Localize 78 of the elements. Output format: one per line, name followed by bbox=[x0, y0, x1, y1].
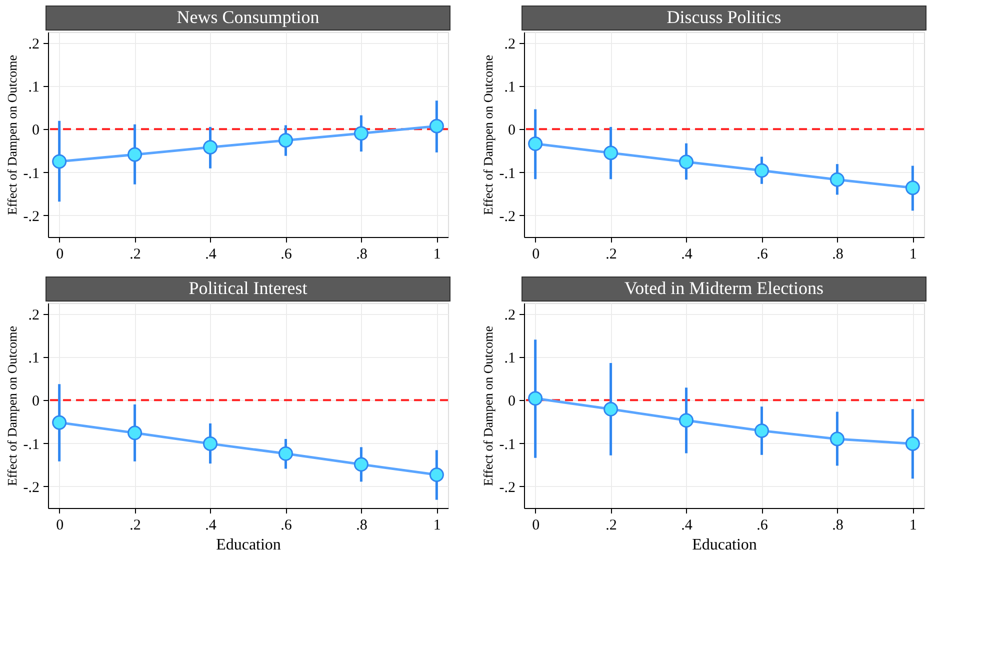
y-tick-label: -.2 bbox=[499, 208, 516, 225]
x-tick-label: 0 bbox=[532, 246, 540, 262]
y-tick-label: -.2 bbox=[23, 208, 40, 225]
point bbox=[278, 133, 294, 148]
y-tick-label: -.1 bbox=[499, 436, 516, 453]
x-tick-label: 1 bbox=[909, 246, 917, 262]
x-tick-label: .8 bbox=[356, 518, 368, 534]
y-tick-label: .1 bbox=[504, 350, 516, 366]
point bbox=[278, 446, 294, 461]
y-tick-label: 0 bbox=[32, 394, 40, 410]
point bbox=[830, 432, 844, 446]
y-tick-label: 0 bbox=[508, 394, 516, 410]
point bbox=[754, 163, 770, 178]
point bbox=[429, 118, 444, 134]
point bbox=[528, 391, 543, 406]
x-axis-title: Education bbox=[216, 536, 281, 554]
point bbox=[678, 413, 694, 428]
x-tick-label: .2 bbox=[606, 246, 617, 262]
point bbox=[52, 154, 67, 169]
x-tick-label: .6 bbox=[756, 518, 768, 534]
y-tick-label: .1 bbox=[28, 350, 40, 366]
x-tick-label: .4 bbox=[205, 518, 217, 534]
x-tick-label: .4 bbox=[205, 246, 217, 262]
y-tick-label: 0 bbox=[32, 122, 40, 139]
point bbox=[128, 147, 142, 162]
point bbox=[202, 436, 218, 451]
y-tick-label: -.1 bbox=[23, 436, 40, 453]
x-tick-label: .8 bbox=[356, 246, 368, 262]
y-axis-title: Effect of Dampen on Outcome bbox=[4, 326, 20, 486]
chart-title: Voted in Midterm Elections bbox=[624, 278, 824, 298]
x-tick-label: .4 bbox=[681, 518, 693, 534]
y-tick-label: .1 bbox=[504, 79, 516, 96]
x-tick-label: 0 bbox=[532, 518, 540, 534]
point bbox=[429, 468, 444, 482]
point bbox=[905, 180, 920, 196]
x-axis-title: Education bbox=[692, 536, 757, 554]
point bbox=[128, 426, 142, 440]
x-tick-label: .6 bbox=[280, 518, 292, 534]
point bbox=[52, 415, 67, 430]
x-tick-label: 0 bbox=[56, 518, 64, 534]
y-tick-label: -.1 bbox=[23, 166, 40, 182]
point bbox=[528, 136, 543, 152]
x-tick-label: .2 bbox=[130, 246, 141, 262]
x-tick-label: .2 bbox=[606, 518, 617, 534]
point bbox=[354, 457, 368, 472]
chart-title: News Consumption bbox=[176, 7, 320, 27]
x-tick-label: .8 bbox=[832, 246, 844, 262]
x-tick-label: .4 bbox=[681, 246, 693, 262]
y-tick-label: -.1 bbox=[499, 166, 516, 182]
point bbox=[354, 126, 368, 141]
x-tick-label: .6 bbox=[756, 246, 768, 262]
x-tick-label: 1 bbox=[909, 518, 917, 534]
point bbox=[830, 172, 844, 187]
y-tick-label: 0 bbox=[508, 122, 516, 139]
y-axis-title: Effect of Dampen on Outcome bbox=[480, 326, 496, 486]
x-tick-label: .2 bbox=[130, 518, 141, 534]
y-tick-label: .2 bbox=[28, 36, 40, 52]
y-tick-label: .2 bbox=[504, 36, 516, 52]
x-tick-label: 1 bbox=[433, 518, 441, 534]
x-tick-label: 0 bbox=[56, 246, 64, 262]
y-tick-label: -.2 bbox=[23, 480, 40, 496]
chart-title: Discuss Politics bbox=[666, 7, 782, 27]
point bbox=[202, 140, 218, 154]
x-tick-label: 1 bbox=[433, 246, 441, 262]
y-axis-title: Effect of Dampen on Outcome bbox=[480, 54, 496, 216]
y-tick-label: .1 bbox=[28, 79, 40, 96]
point bbox=[754, 423, 770, 438]
y-tick-label: .2 bbox=[28, 307, 40, 324]
chart-title: Political Interest bbox=[188, 278, 308, 298]
y-tick-label: .2 bbox=[504, 307, 516, 324]
y-axis-title: Effect of Dampen on Outcome bbox=[4, 54, 20, 216]
x-tick-label: .8 bbox=[832, 518, 844, 534]
point bbox=[604, 402, 618, 416]
point bbox=[678, 154, 694, 170]
x-tick-label: .6 bbox=[280, 246, 292, 262]
point bbox=[604, 146, 618, 160]
point bbox=[905, 436, 920, 451]
y-tick-label: -.2 bbox=[499, 480, 516, 496]
